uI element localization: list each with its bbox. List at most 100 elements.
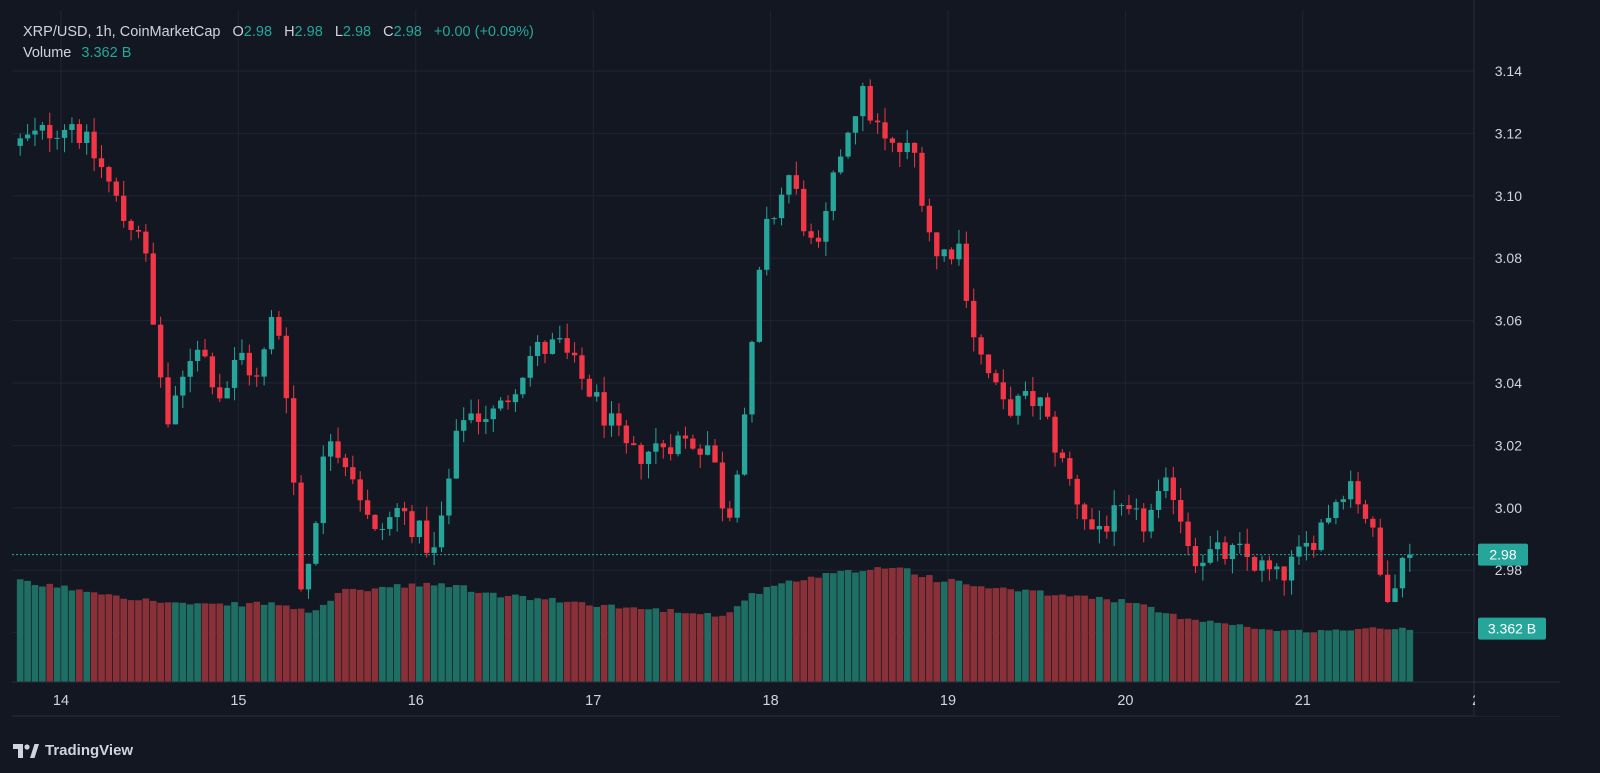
last-price-label: 2.98 <box>1489 547 1516 563</box>
volume-bar <box>246 603 253 682</box>
candle-body <box>128 220 134 231</box>
volume-bar <box>379 586 386 682</box>
candle-body <box>1155 491 1162 510</box>
volume-bar <box>918 577 926 682</box>
candle-body <box>1207 549 1213 563</box>
volume-bar <box>586 605 593 682</box>
candle-body <box>911 142 918 153</box>
candle-body <box>1333 502 1339 518</box>
volume-bar <box>231 602 238 682</box>
volume-bar <box>792 581 800 682</box>
candle-body <box>882 122 888 139</box>
candle-body <box>291 398 297 483</box>
candle-body <box>217 387 223 399</box>
volume-bar <box>578 602 586 682</box>
volume-bar <box>815 577 822 682</box>
volume-bar <box>290 609 298 682</box>
volume-bar <box>1036 590 1044 682</box>
candle-body <box>1163 477 1169 492</box>
volume-bar <box>1266 629 1273 682</box>
candle-body <box>1148 509 1154 532</box>
volume-bar <box>1103 599 1111 682</box>
legend-source: CoinMarketCap <box>119 24 221 40</box>
volume-bar <box>556 602 564 682</box>
volume-bar <box>785 580 793 682</box>
candle-body <box>1133 508 1140 510</box>
volume-bar <box>1169 613 1177 682</box>
candle-body <box>39 125 46 131</box>
volume-bar <box>1399 627 1406 682</box>
volume-bar <box>61 585 68 682</box>
volume-bar <box>312 610 320 682</box>
volume-bar <box>1406 629 1414 682</box>
volume-bar <box>637 609 645 682</box>
volume-bar <box>157 602 164 682</box>
x-tick-label: 15 <box>230 693 246 709</box>
candle-body <box>364 500 371 515</box>
volume-bar <box>223 605 231 682</box>
volume-bar <box>911 574 918 682</box>
volume-bar <box>1133 603 1140 682</box>
candle-body <box>1384 574 1391 602</box>
volume-bar <box>726 612 734 682</box>
x-tick-label: 17 <box>585 693 601 709</box>
volume-bar <box>763 587 771 682</box>
volume-bar <box>327 600 334 682</box>
candle-body <box>594 392 600 397</box>
candle-body <box>697 448 703 455</box>
candle-body <box>1141 508 1147 532</box>
y-tick-label: 3.06 <box>1495 313 1522 329</box>
candle-body <box>1251 557 1258 571</box>
candle-body <box>549 339 556 354</box>
last-volume-badge[interactable] <box>1478 617 1546 640</box>
volume-bar <box>748 593 756 682</box>
candle-body <box>150 253 156 325</box>
candle-body <box>786 175 792 195</box>
volume-bar <box>549 597 556 682</box>
volume-bar <box>1362 628 1369 682</box>
candle-body <box>1104 525 1110 532</box>
volume-bar <box>482 592 490 682</box>
volume-bar <box>504 595 512 682</box>
candle-body <box>268 316 275 350</box>
candle-body <box>1067 458 1073 479</box>
volume-bar <box>1391 629 1399 682</box>
chart-legend: XRP/USD, 1h, CoinMarketCap O2.98 H2.98 L… <box>23 24 534 61</box>
tradingview-logo[interactable]: TradingView <box>13 742 133 759</box>
tradingview-icon <box>13 743 39 758</box>
volume-bar <box>1051 595 1059 682</box>
last-price-badge[interactable] <box>1478 543 1528 566</box>
candle-body <box>409 511 415 538</box>
candle-body <box>1170 477 1176 501</box>
candle-body <box>424 520 430 553</box>
volume-bar <box>778 583 785 682</box>
volume-bar <box>142 598 150 682</box>
legend-symbol[interactable]: XRP/USD <box>23 24 88 40</box>
x-tick-label: 19 <box>940 693 956 709</box>
volume-bar <box>319 604 327 682</box>
candle-body <box>1000 382 1006 400</box>
volume-bar <box>926 575 933 682</box>
volume-bar <box>859 571 867 682</box>
volume-bar <box>342 588 349 682</box>
volume-bar <box>985 588 992 682</box>
volume-bar <box>719 615 726 682</box>
candle-body <box>1015 395 1021 416</box>
candle-body <box>446 478 452 516</box>
volume-bar <box>615 608 623 682</box>
volume-bar <box>866 569 874 682</box>
y-tick-label: 3.14 <box>1495 63 1522 79</box>
volume-bar <box>53 587 61 682</box>
candle-body <box>1089 519 1095 530</box>
volume-bar <box>1317 630 1325 682</box>
volume-bar <box>1044 595 1051 682</box>
volume-bar <box>475 592 482 682</box>
volume-bar <box>940 581 948 682</box>
candle-body <box>91 131 97 159</box>
candle-body <box>1214 542 1221 550</box>
candle-body <box>727 508 733 518</box>
candle-body <box>1008 399 1014 416</box>
candle-body <box>239 352 245 360</box>
volume-bar <box>630 607 638 682</box>
